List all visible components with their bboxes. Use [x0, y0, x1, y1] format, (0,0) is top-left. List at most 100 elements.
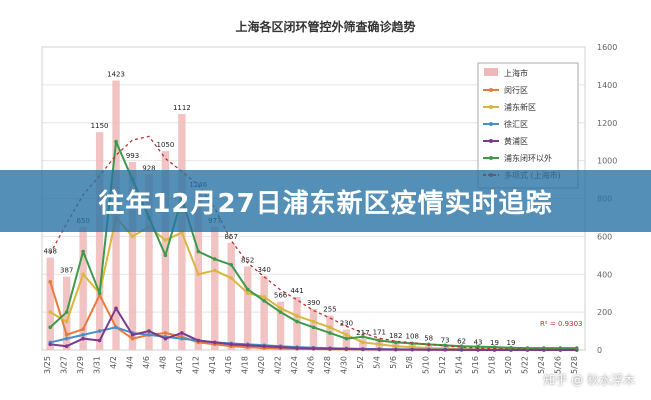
x-tick-label: 4/12 — [191, 356, 200, 374]
x-tick-label: 4/16 — [224, 356, 233, 374]
series-point — [81, 272, 85, 277]
x-tick-label: 5/6 — [389, 356, 398, 369]
x-tick-label: 4/2 — [109, 356, 118, 369]
bar — [161, 151, 170, 350]
title-banner: 往年12月27日浦东新区疫情实时追踪 — [0, 170, 651, 232]
x-tick-label: 3/27 — [60, 356, 69, 374]
series-point — [114, 139, 118, 144]
series-point — [130, 234, 135, 239]
series-point — [525, 346, 530, 350]
series-point — [81, 336, 85, 341]
bar — [79, 226, 87, 350]
data-label: 19 — [506, 339, 515, 347]
x-tick-label: 3/29 — [76, 356, 85, 374]
y-tick-label: 1400 — [597, 81, 617, 90]
data-label: 857 — [225, 233, 238, 241]
data-label: 852 — [241, 256, 254, 264]
series-point — [262, 295, 266, 299]
series-point — [180, 336, 184, 341]
series-point — [48, 342, 53, 347]
trend-line — [49, 135, 577, 351]
series-point — [64, 310, 69, 314]
data-label: 19 — [490, 339, 499, 347]
legend — [477, 62, 579, 189]
x-tick-label: 5/10 — [422, 356, 431, 374]
series-point — [97, 329, 102, 333]
series-point — [212, 268, 217, 273]
series-point — [393, 347, 398, 352]
x-tick-label: 4/14 — [208, 356, 217, 374]
x-tick-label: 5/18 — [488, 356, 497, 374]
bar — [128, 161, 137, 350]
series-point — [163, 331, 168, 335]
series-point — [311, 346, 316, 351]
series-point — [147, 333, 151, 337]
x-tick-label: 5/20 — [504, 356, 513, 374]
legend-marker — [489, 88, 493, 92]
series-point — [64, 333, 69, 337]
series-point — [278, 306, 283, 311]
data-label: 255 — [323, 306, 336, 314]
bar — [211, 226, 219, 350]
bar — [260, 276, 268, 350]
x-tick-label: 5/8 — [405, 356, 414, 369]
bar — [95, 132, 104, 350]
bar — [243, 266, 252, 350]
data-label: 928 — [142, 164, 155, 172]
legend-marker — [489, 105, 493, 109]
series-point — [344, 333, 349, 337]
series-point — [229, 276, 234, 280]
series-point — [97, 338, 102, 343]
bar — [293, 296, 301, 350]
data-label: 43 — [474, 338, 483, 346]
series-point — [476, 348, 480, 352]
series-point — [245, 291, 250, 295]
x-tick-label: 4/8 — [158, 356, 167, 369]
y-tick-label: 0 — [597, 346, 602, 355]
series-point — [64, 336, 69, 341]
x-tick-label: 4/6 — [142, 356, 151, 369]
series-point — [295, 314, 299, 318]
x-tick-label: 4/26 — [307, 356, 316, 374]
x-tick-label: 4/22 — [274, 356, 283, 374]
series-point — [48, 310, 53, 314]
series-point — [361, 347, 365, 352]
x-tick-label: 4/10 — [175, 356, 184, 374]
bar — [194, 190, 203, 350]
series-point — [377, 342, 382, 347]
legend-label: 徐汇区 — [504, 119, 528, 129]
series-point — [328, 325, 332, 330]
data-label: 1050 — [156, 141, 174, 149]
series-point — [361, 340, 365, 345]
data-label: 566 — [274, 292, 288, 300]
y-tick-label: 600 — [597, 232, 612, 241]
y-tick-label: 200 — [597, 308, 612, 317]
series-point — [410, 347, 415, 352]
bar — [227, 242, 235, 350]
series-point — [245, 287, 250, 292]
data-label: 108 — [406, 332, 419, 340]
x-tick-label: 5/28 — [570, 356, 579, 374]
series-point — [361, 334, 365, 339]
series-point — [97, 291, 102, 295]
series-point — [262, 344, 266, 349]
x-tick-label: 3/25 — [43, 356, 52, 374]
data-label: 62 — [457, 338, 466, 346]
series-point — [48, 325, 53, 330]
series-point — [262, 298, 266, 303]
data-label: 387 — [60, 267, 73, 275]
chart-title: 上海各区闭环管控外筛查确诊趋势 — [235, 20, 416, 34]
series-point — [163, 238, 168, 242]
data-label: 182 — [389, 332, 402, 340]
series-point — [377, 347, 382, 352]
legend-label: 闵行区 — [504, 85, 528, 95]
series-point — [295, 346, 299, 350]
bar — [46, 257, 54, 350]
series-point — [196, 338, 201, 343]
series-point — [344, 336, 349, 341]
data-label: 1112 — [173, 104, 191, 112]
series-point — [114, 325, 118, 330]
y-tick-label: 1600 — [597, 43, 617, 52]
x-tick-label: 5/16 — [471, 356, 480, 374]
series-point — [81, 333, 85, 337]
